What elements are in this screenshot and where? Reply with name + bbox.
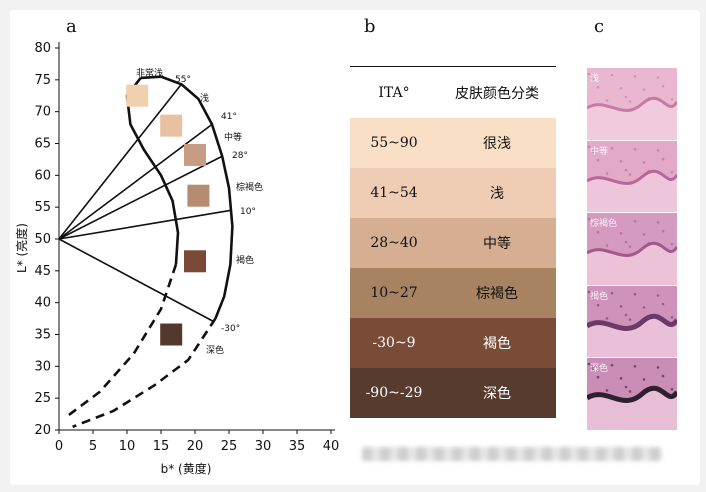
y-tick-label: 75 xyxy=(34,73,51,88)
skin-swatch xyxy=(160,323,183,346)
skin-category-label: 浅 xyxy=(200,92,209,104)
ita-angle-label: 28° xyxy=(232,151,248,161)
ita-angle-label: 41° xyxy=(221,112,237,122)
y-tick-label: 30 xyxy=(34,359,51,374)
skin-swatch xyxy=(160,114,183,137)
skin-class: 很浅 xyxy=(483,136,511,152)
ita-range: 41~54 xyxy=(370,185,418,201)
x-tick-label: 5 xyxy=(89,439,97,454)
y-tick-label: 20 xyxy=(34,423,51,438)
y-tick-label: 55 xyxy=(34,200,51,215)
y-tick-label: 45 xyxy=(34,264,51,279)
table-row: -90~-29 深色 xyxy=(350,368,556,418)
x-tick-label: 40 xyxy=(323,439,340,454)
ita-ray-line xyxy=(58,238,215,323)
ita-range: 28~40 xyxy=(370,235,418,251)
histology-slice: 深色 xyxy=(587,358,677,430)
histology-slice: 褐色 xyxy=(587,285,677,358)
ita-table: ITA° 皮肤颜色分类 55~90 很浅 41~54 浅 28~40 中等 10~27 棕褐色… xyxy=(350,66,556,418)
skin-category-label: 棕褐色 xyxy=(236,181,263,193)
skin-class: 浅 xyxy=(490,186,504,202)
histology-panel: 浅中等棕褐色褐色深色 xyxy=(587,68,677,431)
ita-rays xyxy=(58,83,232,323)
x-tick-label: 10 xyxy=(119,439,136,454)
inner-boundary-dashed xyxy=(65,264,178,419)
panel-b-letter: b xyxy=(364,16,376,37)
ita-range: -30~9 xyxy=(372,335,416,351)
table-row: 28~40 中等 xyxy=(350,218,556,268)
ita-diagram: 20 25 30 35 40 45 50 55 60 65 70 75 80 0 5 10 15 20 25 30 35… xyxy=(14,41,339,476)
x-tick-label: 15 xyxy=(153,439,170,454)
skin-swatch xyxy=(184,250,206,273)
skin-class: 深色 xyxy=(483,386,511,402)
table-row: 55~90 很浅 xyxy=(350,118,556,168)
x-tick-label: 20 xyxy=(187,439,204,454)
y-tick-label: 80 xyxy=(34,41,51,56)
ita-angle-label: 55° xyxy=(175,75,191,85)
x-tick-label: 30 xyxy=(255,439,272,454)
histology-label: 褐色 xyxy=(590,291,609,302)
y-axis-title: L* (亮度) xyxy=(14,223,29,273)
skin-category-label: 褐色 xyxy=(236,254,254,266)
skin-class: 褐色 xyxy=(483,336,511,352)
ita-ray-line xyxy=(58,123,213,240)
skin-class: 棕褐色 xyxy=(476,286,518,302)
y-tick-label: 40 xyxy=(34,296,51,311)
skin-class: 中等 xyxy=(483,236,511,252)
histology-label: 深色 xyxy=(590,364,609,375)
histology-label: 浅 xyxy=(590,74,600,84)
skin-swatch xyxy=(184,143,206,166)
ita-angle-label: 10° xyxy=(240,207,256,217)
table-header: ITA° 皮肤颜色分类 xyxy=(350,66,556,118)
chart-axes: 20 25 30 35 40 45 50 55 60 65 70 75 80 0 5 10 15 20 25 30 35… xyxy=(14,41,339,476)
ita-swatches xyxy=(126,84,210,346)
ita-range: 55~90 xyxy=(370,135,418,151)
x-tick-label: 0 xyxy=(55,439,63,454)
histology-label: 中等 xyxy=(590,146,609,157)
histology-slice: 中等 xyxy=(587,140,677,213)
table-row: 41~54 浅 xyxy=(350,168,556,218)
header-ita: ITA° xyxy=(378,84,410,101)
blurred-caption xyxy=(362,447,662,461)
histology-slice: 棕褐色 xyxy=(587,213,677,285)
panel-c-letter: c xyxy=(594,16,605,37)
skin-category-label: 中等 xyxy=(224,131,242,143)
panel-a-letter: a xyxy=(66,16,77,37)
outer-boundary-solid xyxy=(140,75,234,320)
histology-label: 棕褐色 xyxy=(590,219,618,230)
histology-slice: 浅 xyxy=(587,68,677,140)
y-tick-label: 60 xyxy=(34,168,51,183)
skin-swatch xyxy=(126,84,149,107)
y-tick-label: 35 xyxy=(34,328,51,343)
x-tick-label: 35 xyxy=(289,439,306,454)
y-tick-label: 50 xyxy=(34,232,51,247)
y-tick-label: 65 xyxy=(34,137,51,152)
ita-range: 10~27 xyxy=(370,285,418,301)
skin-category-label: 深色 xyxy=(206,344,224,356)
ita-ray-line xyxy=(58,155,223,240)
ita-angle-label: -30° xyxy=(221,324,240,334)
ita-ray-line xyxy=(58,209,232,240)
table-row: -30~9 褐色 xyxy=(350,318,556,368)
ita-ray-line xyxy=(58,83,183,240)
skin-swatch xyxy=(187,184,210,207)
y-tick-label: 25 xyxy=(34,391,51,406)
skin-category-label: 非常浅 xyxy=(136,67,163,79)
ita-boundary xyxy=(65,75,234,429)
y-tick-label: 70 xyxy=(34,105,51,120)
ita-range: -90~-29 xyxy=(365,385,423,401)
outer-boundary-dashed xyxy=(72,317,217,429)
x-axis-title: b* (黄度) xyxy=(161,461,212,476)
table-row: 10~27 棕褐色 xyxy=(350,268,556,318)
x-tick-label: 25 xyxy=(221,439,238,454)
header-classification: 皮肤颜色分类 xyxy=(455,85,539,102)
